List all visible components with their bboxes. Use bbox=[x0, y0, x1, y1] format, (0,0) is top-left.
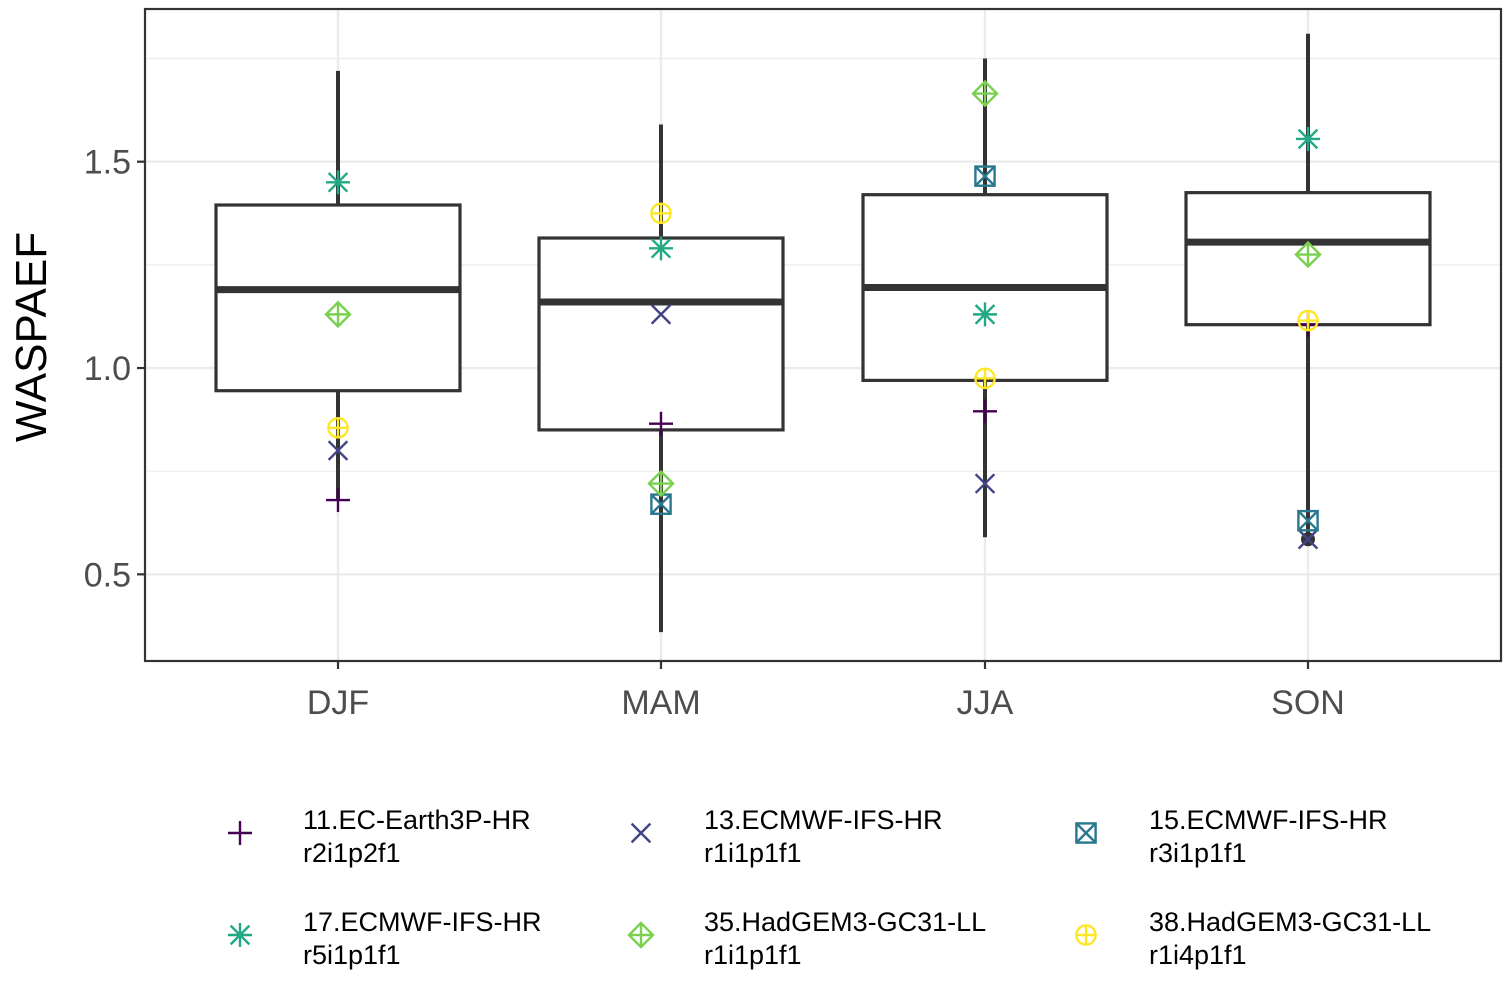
x-tick-label: DJF bbox=[307, 684, 369, 722]
legend-member: r3i1p1f1 bbox=[1149, 838, 1247, 868]
data-point bbox=[974, 473, 996, 494]
y-tick-label: 0.5 bbox=[84, 556, 131, 594]
data-point bbox=[973, 399, 997, 424]
box-mam bbox=[537, 124, 785, 633]
y-tick-label: 1.5 bbox=[84, 144, 131, 182]
x-tick-label: SON bbox=[1271, 684, 1345, 722]
legend-key bbox=[627, 921, 655, 949]
data-point bbox=[647, 469, 675, 498]
box-djf bbox=[214, 70, 462, 501]
legend-key bbox=[1075, 822, 1097, 844]
data-point bbox=[649, 411, 673, 436]
legend-label: 15.ECMWF-IFS-HR bbox=[1149, 805, 1388, 835]
box-son bbox=[1184, 33, 1432, 540]
model-points bbox=[324, 79, 1322, 550]
data-point bbox=[650, 304, 672, 325]
y-tick-label: 1.0 bbox=[84, 350, 131, 388]
box-iqr bbox=[537, 236, 785, 432]
data-point bbox=[1297, 529, 1319, 550]
data-point bbox=[327, 417, 349, 439]
legend-label: 17.ECMWF-IFS-HR bbox=[303, 907, 542, 937]
data-point bbox=[324, 300, 352, 329]
box-jja bbox=[861, 58, 1109, 538]
data-point bbox=[649, 236, 673, 261]
legend-label: 11.EC-Earth3P-HR bbox=[303, 805, 531, 835]
data-point bbox=[974, 165, 996, 187]
box-plots bbox=[214, 33, 1432, 633]
legend-label: 35.HadGEM3-GC31-LL bbox=[704, 907, 986, 937]
legend-member: r1i4p1f1 bbox=[1149, 940, 1247, 970]
legend-key bbox=[228, 923, 252, 947]
legend-key bbox=[228, 821, 252, 845]
legend-member: r5i1p1f1 bbox=[303, 940, 401, 970]
box-iqr bbox=[214, 203, 462, 393]
legend-key bbox=[1075, 924, 1097, 946]
x-tick-label: MAM bbox=[621, 684, 700, 722]
data-point bbox=[1297, 309, 1319, 332]
legend-member: r1i1p1f1 bbox=[704, 838, 802, 868]
data-point bbox=[973, 302, 997, 327]
data-point bbox=[326, 170, 350, 195]
axes: 0.5 1.0 1.5 DJF MAM JJA SON bbox=[84, 144, 1345, 722]
legend-label: 13.ECMWF-IFS-HR bbox=[704, 805, 943, 835]
data-point bbox=[971, 79, 999, 108]
data-point bbox=[326, 488, 350, 513]
data-point bbox=[1296, 126, 1320, 151]
data-point bbox=[327, 440, 349, 461]
legend-label: 38.HadGEM3-GC31-LL bbox=[1149, 907, 1431, 937]
y-axis-title: WASPAEF bbox=[7, 232, 56, 442]
plot-panel-border bbox=[143, 7, 1503, 663]
data-point bbox=[974, 367, 996, 390]
legend-member: r2i1p2f1 bbox=[303, 838, 401, 868]
legend-member: r1i1p1f1 bbox=[704, 940, 802, 970]
legend-key bbox=[630, 822, 652, 844]
data-point bbox=[650, 202, 672, 225]
legend: 11.EC-Earth3P-HRr2i1p2f113.ECMWF-IFS-HRr… bbox=[228, 805, 1431, 970]
data-point bbox=[1294, 240, 1322, 269]
data-point bbox=[1297, 509, 1319, 532]
x-tick-label: JJA bbox=[957, 684, 1014, 722]
